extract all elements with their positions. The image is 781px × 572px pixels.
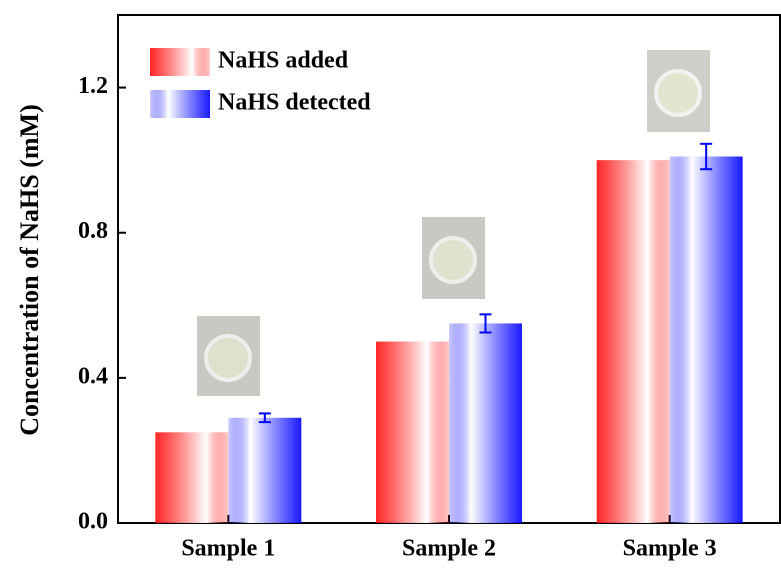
y-tick-label: 1.2 (78, 73, 108, 99)
chart: Concentration of NaHS (mM) 0.0 0.4 0.8 1.2 S… (0, 0, 781, 572)
legend-label: NaHS detected (218, 90, 371, 116)
legend-swatch (150, 48, 210, 76)
x-tick-label: Sample 2 (402, 536, 496, 562)
bar (670, 157, 743, 523)
legend-label: NaHS added (218, 48, 349, 74)
y-tick-label: 0.8 (78, 218, 108, 244)
x-tick-label: Sample 1 (181, 536, 275, 562)
bar (376, 342, 449, 523)
y-tick-label: 0.0 (78, 509, 108, 535)
legend-swatch (150, 90, 210, 118)
bar (155, 432, 228, 523)
y-axis-label: Concentration of NaHS (mM) (15, 104, 44, 435)
bar (597, 160, 670, 523)
bar (228, 418, 301, 523)
x-tick-label: Sample 3 (623, 536, 717, 562)
y-tick-label: 0.4 (78, 363, 108, 389)
bar (449, 323, 522, 523)
